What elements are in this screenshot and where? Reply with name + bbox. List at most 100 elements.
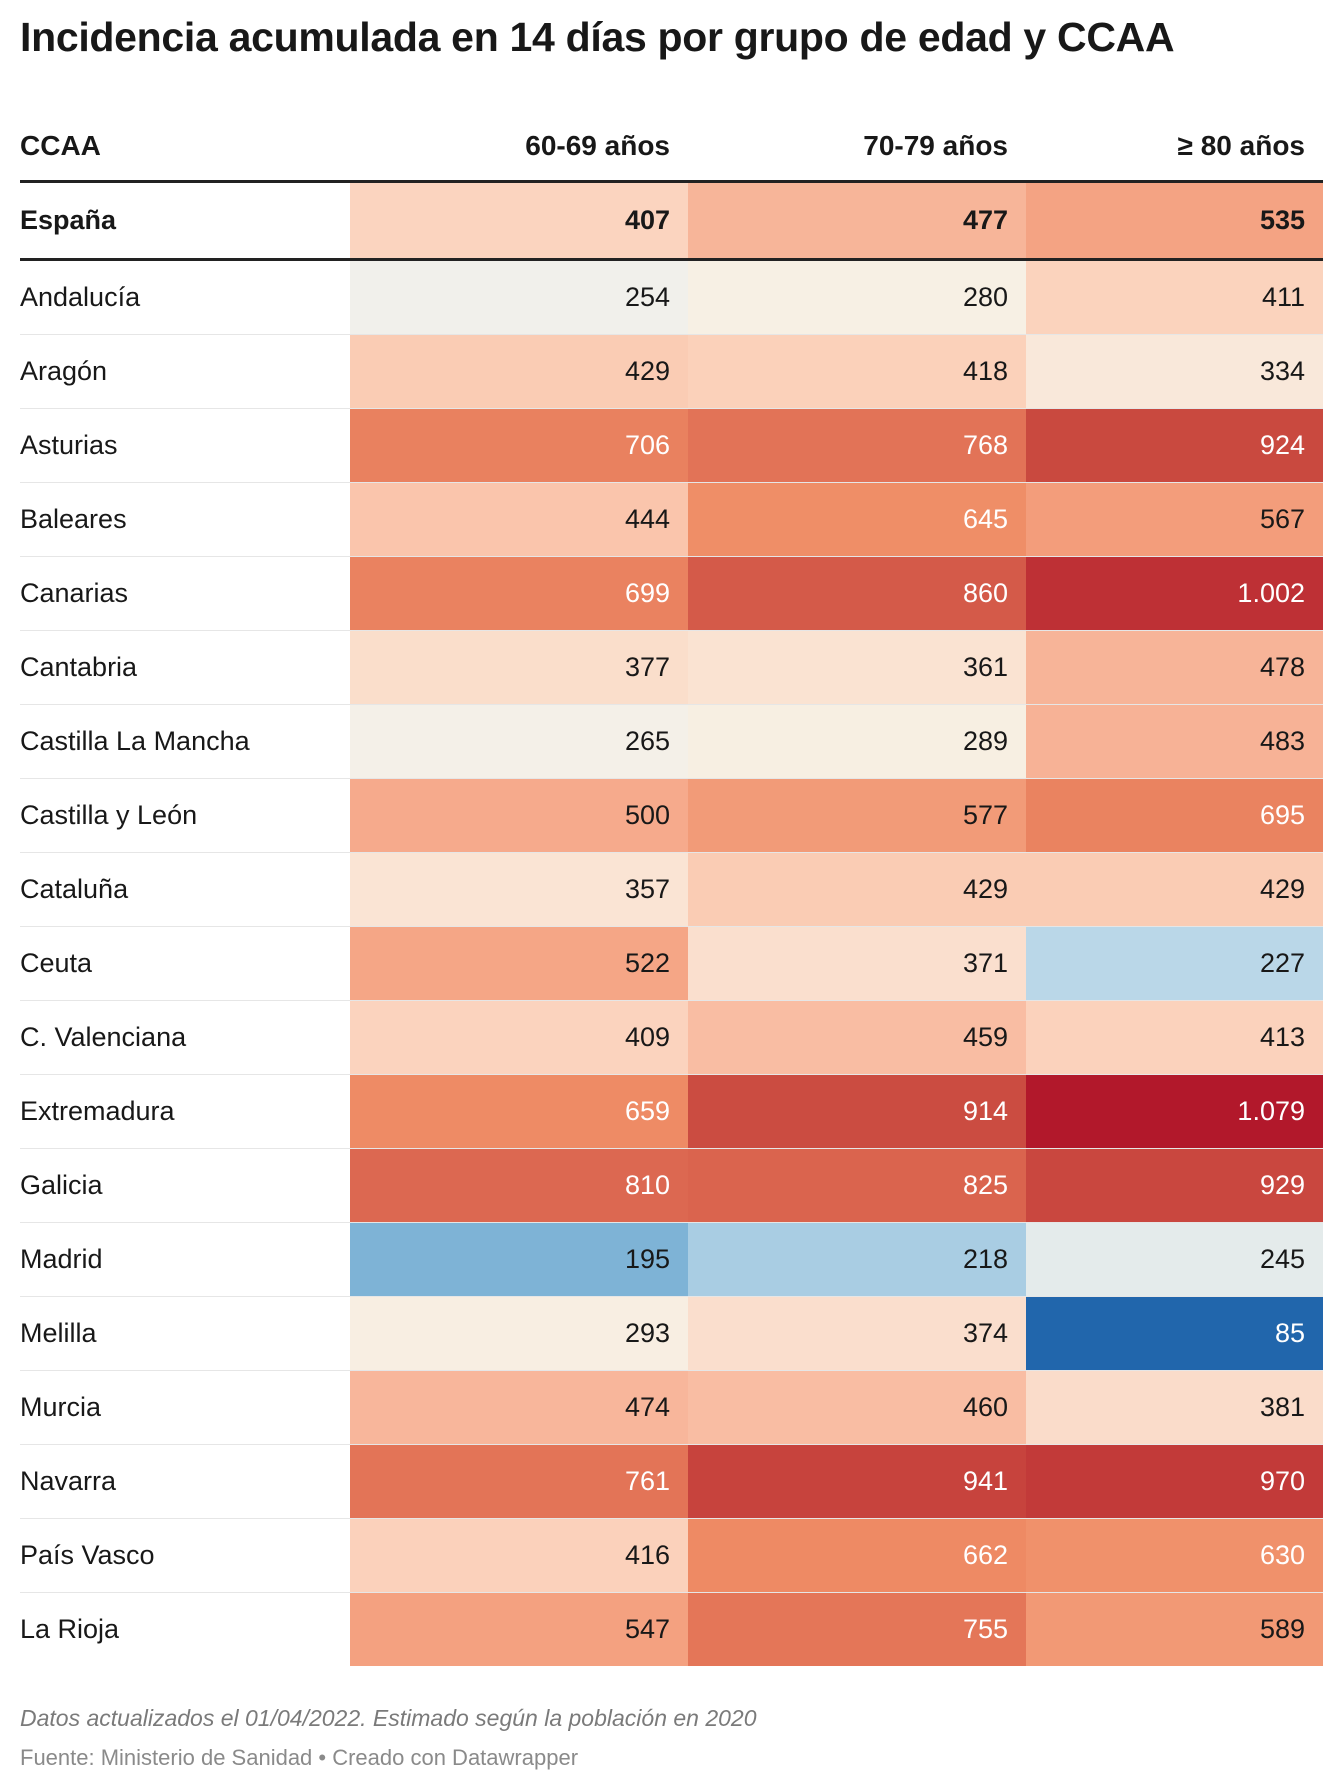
row-label-asturias: Asturias xyxy=(20,408,350,483)
chart-title: Incidencia acumulada en 14 días por grup… xyxy=(20,14,1175,60)
table-row: Aragón 429 418 334 xyxy=(20,334,1323,409)
row-label-murcia: Murcia xyxy=(20,1370,350,1445)
cell-la-rioja-70-79: 755 xyxy=(688,1592,1026,1666)
cell-canarias-80-plus: 1.002 xyxy=(1026,556,1323,631)
cell-c-valenciana-60-69: 409 xyxy=(350,1000,688,1075)
cell-cataluna-60-69: 357 xyxy=(350,852,688,927)
cell-galicia-60-69: 810 xyxy=(350,1148,688,1223)
table-row: País Vasco 416 662 630 xyxy=(20,1518,1323,1593)
cell-extremadura-70-79: 914 xyxy=(688,1074,1026,1149)
cell-espana-70-79: 477 xyxy=(688,181,1026,261)
table-row: Galicia 810 825 929 xyxy=(20,1148,1323,1223)
cell-castilla-y-leon-80-plus: 695 xyxy=(1026,778,1323,853)
cell-cantabria-60-69: 377 xyxy=(350,630,688,705)
cell-ceuta-70-79: 371 xyxy=(688,926,1026,1001)
table-row: Castilla y León 500 577 695 xyxy=(20,778,1323,853)
row-label-espana: España xyxy=(20,181,350,261)
row-label-galicia: Galicia xyxy=(20,1148,350,1223)
cell-navarra-80-plus: 970 xyxy=(1026,1444,1323,1519)
cell-extremadura-80-plus: 1.079 xyxy=(1026,1074,1323,1149)
row-label-melilla: Melilla xyxy=(20,1296,350,1371)
row-label-canarias: Canarias xyxy=(20,556,350,631)
cell-madrid-60-69: 195 xyxy=(350,1222,688,1297)
cell-baleares-60-69: 444 xyxy=(350,482,688,557)
table-row: C. Valenciana 409 459 413 xyxy=(20,1000,1323,1075)
cell-andalucia-60-69: 254 xyxy=(350,259,688,335)
table-row: Cantabria 377 361 478 xyxy=(20,630,1323,705)
incidence-table: CCAA 60-69 años 70-79 años ≥ 80 años Esp… xyxy=(20,112,1323,1666)
cell-la-rioja-80-plus: 589 xyxy=(1026,1592,1323,1666)
row-label-ceuta: Ceuta xyxy=(20,926,350,1001)
cell-espana-60-69: 407 xyxy=(350,181,688,261)
row-label-andalucia: Andalucía xyxy=(20,259,350,335)
cell-murcia-60-69: 474 xyxy=(350,1370,688,1445)
cell-galicia-80-plus: 929 xyxy=(1026,1148,1323,1223)
cell-asturias-80-plus: 924 xyxy=(1026,408,1323,483)
row-label-c-valenciana: C. Valenciana xyxy=(20,1000,350,1075)
row-label-navarra: Navarra xyxy=(20,1444,350,1519)
cell-cataluna-80-plus: 429 xyxy=(1026,852,1323,927)
table-row: Castilla La Mancha 265 289 483 xyxy=(20,704,1323,779)
cell-aragon-70-79: 418 xyxy=(688,334,1026,409)
cell-pais-vasco-80-plus: 630 xyxy=(1026,1518,1323,1593)
cell-castilla-la-mancha-70-79: 289 xyxy=(688,704,1026,779)
cell-castilla-y-leon-60-69: 500 xyxy=(350,778,688,853)
row-label-aragon: Aragón xyxy=(20,334,350,409)
footnote: Datos actualizados el 01/04/2022. Estima… xyxy=(20,1705,757,1731)
cell-madrid-80-plus: 245 xyxy=(1026,1222,1323,1297)
cell-castilla-la-mancha-60-69: 265 xyxy=(350,704,688,779)
cell-melilla-70-79: 374 xyxy=(688,1296,1026,1371)
cell-asturias-70-79: 768 xyxy=(688,408,1026,483)
cell-ceuta-60-69: 522 xyxy=(350,926,688,1001)
table-row: Navarra 761 941 970 xyxy=(20,1444,1323,1519)
table-row: Asturias 706 768 924 xyxy=(20,408,1323,483)
cell-canarias-60-69: 699 xyxy=(350,556,688,631)
column-header-80-plus[interactable]: ≥ 80 años xyxy=(1026,112,1323,183)
cell-andalucia-70-79: 280 xyxy=(688,259,1026,335)
cell-galicia-70-79: 825 xyxy=(688,1148,1026,1223)
table-row: Andalucía 254 280 411 xyxy=(20,259,1323,335)
cell-baleares-80-plus: 567 xyxy=(1026,482,1323,557)
header-row: CCAA 60-69 años 70-79 años ≥ 80 años xyxy=(20,112,1323,183)
row-label-baleares: Baleares xyxy=(20,482,350,557)
cell-c-valenciana-80-plus: 413 xyxy=(1026,1000,1323,1075)
row-label-extremadura: Extremadura xyxy=(20,1074,350,1149)
row-label-madrid: Madrid xyxy=(20,1222,350,1297)
cell-navarra-70-79: 941 xyxy=(688,1444,1026,1519)
table-row: Melilla 293 374 85 xyxy=(20,1296,1323,1371)
cell-andalucia-80-plus: 411 xyxy=(1026,259,1323,335)
column-header-ccaa[interactable]: CCAA xyxy=(20,112,350,183)
column-header-70-79[interactable]: 70-79 años xyxy=(688,112,1026,183)
cell-la-rioja-60-69: 547 xyxy=(350,1592,688,1666)
cell-cantabria-80-plus: 478 xyxy=(1026,630,1323,705)
row-label-cataluna: Cataluña xyxy=(20,852,350,927)
row-label-pais-vasco: País Vasco xyxy=(20,1518,350,1593)
cell-pais-vasco-70-79: 662 xyxy=(688,1518,1026,1593)
cell-castilla-y-leon-70-79: 577 xyxy=(688,778,1026,853)
table-row: Canarias 699 860 1.002 xyxy=(20,556,1323,631)
cell-murcia-70-79: 460 xyxy=(688,1370,1026,1445)
row-label-cantabria: Cantabria xyxy=(20,630,350,705)
column-header-60-69[interactable]: 60-69 años xyxy=(350,112,688,183)
cell-extremadura-60-69: 659 xyxy=(350,1074,688,1149)
cell-asturias-60-69: 706 xyxy=(350,408,688,483)
cell-c-valenciana-70-79: 459 xyxy=(688,1000,1026,1075)
cell-cataluna-70-79: 429 xyxy=(688,852,1026,927)
cell-aragon-80-plus: 334 xyxy=(1026,334,1323,409)
table-row: Murcia 474 460 381 xyxy=(20,1370,1323,1445)
total-row: España 407 477 535 xyxy=(20,181,1323,261)
row-label-la-rioja: La Rioja xyxy=(20,1592,350,1666)
table-row: Cataluña 357 429 429 xyxy=(20,852,1323,927)
cell-murcia-80-plus: 381 xyxy=(1026,1370,1323,1445)
cell-cantabria-70-79: 361 xyxy=(688,630,1026,705)
cell-espana-80-plus: 535 xyxy=(1026,181,1323,261)
table-row: Extremadura 659 914 1.079 xyxy=(20,1074,1323,1149)
table-row: Madrid 195 218 245 xyxy=(20,1222,1323,1297)
cell-navarra-60-69: 761 xyxy=(350,1444,688,1519)
row-label-castilla-la-mancha: Castilla La Mancha xyxy=(20,704,350,779)
cell-melilla-60-69: 293 xyxy=(350,1296,688,1371)
table-row: Ceuta 522 371 227 xyxy=(20,926,1323,1001)
source-credit: Fuente: Ministerio de Sanidad • Creado c… xyxy=(20,1745,579,1770)
cell-ceuta-80-plus: 227 xyxy=(1026,926,1323,1001)
